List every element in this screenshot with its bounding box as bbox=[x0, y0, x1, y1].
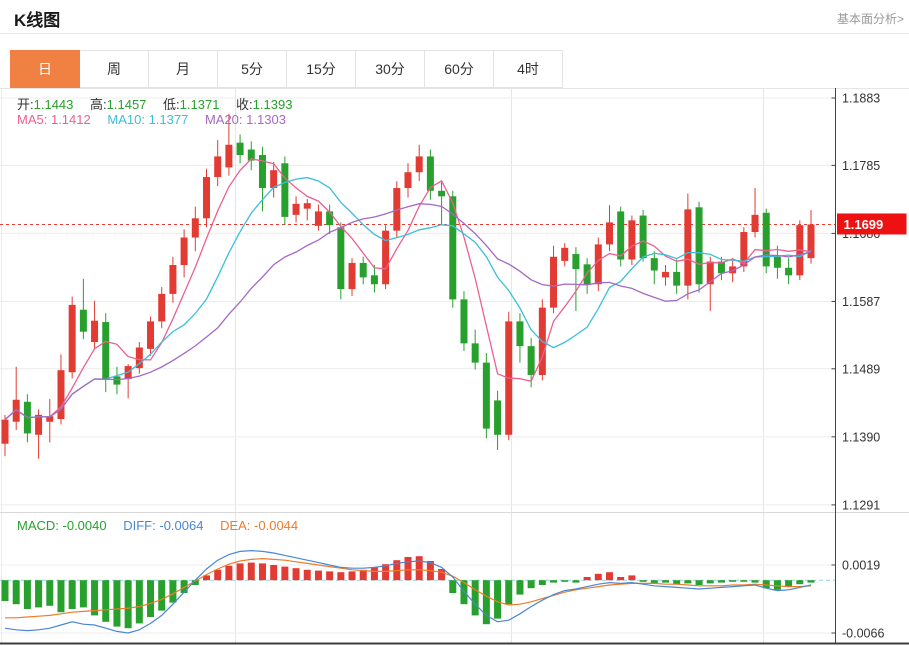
tab-5min[interactable]: 5分 bbox=[218, 50, 287, 88]
ma10-value: 1.1377 bbox=[148, 112, 189, 127]
svg-text:1.1390: 1.1390 bbox=[842, 430, 880, 444]
open-value: 1.1443 bbox=[33, 97, 74, 112]
ma10-label: MA10: bbox=[107, 112, 145, 127]
fundamental-analysis-link[interactable]: 基本面分析> bbox=[836, 12, 904, 26]
svg-text:1.1489: 1.1489 bbox=[842, 362, 880, 376]
page-header: K线图 基本面分析> bbox=[0, 0, 909, 34]
svg-text:1.1883: 1.1883 bbox=[842, 92, 880, 106]
svg-text:1.1291: 1.1291 bbox=[842, 498, 880, 512]
page-title: K线图 bbox=[14, 11, 61, 30]
chart-plot-area[interactable] bbox=[0, 88, 836, 643]
timeframe-tabs: 日 周 月 5分 15分 30分 60分 4时 bbox=[10, 50, 563, 88]
macd-legend: MACD: -0.0040 DIFF: -0.0064 DEA: -0.0044 bbox=[17, 518, 311, 533]
open-label: 开: bbox=[17, 97, 34, 112]
svg-text:1.1587: 1.1587 bbox=[842, 295, 880, 309]
macd-value: -0.0040 bbox=[62, 518, 107, 533]
svg-text:0.0019: 0.0019 bbox=[842, 559, 880, 573]
dea-label: DEA: bbox=[220, 518, 251, 533]
svg-text:1.1699: 1.1699 bbox=[844, 217, 884, 232]
ma5-label: MA5: bbox=[17, 112, 48, 127]
dea-value: -0.0044 bbox=[254, 518, 299, 533]
ma20-value: 1.1303 bbox=[246, 112, 286, 127]
high-label: 高: bbox=[90, 97, 107, 112]
close-value: 1.1393 bbox=[252, 97, 293, 112]
low-value: 1.1371 bbox=[179, 97, 220, 112]
tab-30min[interactable]: 30分 bbox=[356, 50, 425, 88]
diff-label: DIFF: bbox=[123, 518, 156, 533]
tab-15min[interactable]: 15分 bbox=[287, 50, 356, 88]
tab-60min[interactable]: 60分 bbox=[425, 50, 494, 88]
tab-4hour[interactable]: 4时 bbox=[494, 50, 563, 88]
high-value: 1.1457 bbox=[106, 97, 147, 112]
svg-text:1.1686: 1.1686 bbox=[842, 227, 880, 241]
tab-weekly[interactable]: 周 bbox=[80, 50, 149, 88]
tab-daily[interactable]: 日 bbox=[10, 50, 80, 88]
low-label: 低: bbox=[163, 97, 180, 112]
tab-monthly[interactable]: 月 bbox=[149, 50, 218, 88]
ma5-value: 1.1412 bbox=[50, 112, 91, 127]
ma-legend: MA5: 1.1412 MA10: 1.1377 MA20: 1.1303 bbox=[17, 112, 299, 127]
macd-label: MACD: bbox=[17, 518, 59, 533]
ohlc-legend: 开:1.1443 高:1.1457 低:1.1371 收:1.1393 bbox=[17, 94, 305, 113]
diff-value: -0.0064 bbox=[159, 518, 204, 533]
ma20-label: MA20: bbox=[204, 112, 243, 127]
svg-text:1.1785: 1.1785 bbox=[842, 159, 880, 173]
close-label: 收: bbox=[236, 97, 253, 112]
svg-text:-0.0066: -0.0066 bbox=[842, 627, 884, 641]
